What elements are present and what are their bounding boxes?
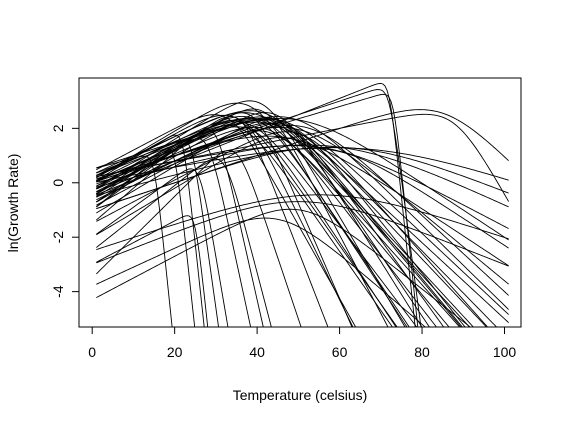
growth-curve-4 bbox=[96, 116, 329, 327]
x-tick-label: 100 bbox=[493, 344, 517, 360]
growth-curve-8 bbox=[96, 121, 509, 323]
growth-curve-44 bbox=[96, 134, 205, 327]
growth-curve-15 bbox=[96, 114, 357, 327]
y-tick-label: -2 bbox=[50, 231, 66, 244]
growth-curve-13 bbox=[96, 124, 509, 296]
x-tick-label: 20 bbox=[167, 344, 183, 360]
growth-curve-14 bbox=[96, 118, 445, 327]
x-axis-label: Temperature (celsius) bbox=[233, 387, 368, 403]
x-tick-label: 60 bbox=[332, 344, 348, 360]
growth-curve-33 bbox=[96, 117, 509, 241]
growth-curve-25 bbox=[96, 108, 389, 327]
growth-curve-50 bbox=[96, 215, 209, 327]
y-axis: -4 -2 0 2 bbox=[50, 124, 80, 298]
growth-curve-22 bbox=[96, 117, 437, 327]
growth-curve-6 bbox=[96, 121, 418, 327]
growth-curve-18 bbox=[96, 122, 430, 327]
growth-curve-55 bbox=[96, 113, 510, 202]
x-tick-label: 0 bbox=[88, 344, 96, 360]
growth-curve-19 bbox=[96, 112, 471, 327]
x-tick-label: 40 bbox=[249, 344, 265, 360]
growth-curve-21 bbox=[96, 102, 408, 327]
growth-curve-41 bbox=[96, 145, 509, 229]
growth-curve-27 bbox=[96, 116, 509, 310]
growth-curve-23 bbox=[96, 126, 397, 327]
growth-curve-52 bbox=[96, 150, 302, 327]
x-axis: 0 20 40 60 80 100 bbox=[88, 326, 517, 360]
growth-curve-39 bbox=[96, 217, 426, 327]
growth-curve-43 bbox=[96, 148, 196, 327]
growth-curve-47 bbox=[96, 129, 264, 327]
y-tick-label: -4 bbox=[50, 285, 66, 298]
growth-curve-57 bbox=[96, 93, 419, 327]
growth-curve-28 bbox=[96, 112, 423, 327]
growth-curve-56 bbox=[96, 109, 509, 210]
y-tick-label: 0 bbox=[50, 179, 66, 187]
growth-curve-46 bbox=[96, 168, 229, 327]
growth-curve-30 bbox=[96, 125, 393, 327]
growth-curve-31 bbox=[96, 131, 489, 327]
growth-curve-51 bbox=[96, 155, 173, 327]
curves-layer bbox=[96, 82, 510, 327]
y-axis-label: ln(Growth Rate) bbox=[5, 154, 21, 253]
x-tick-label: 80 bbox=[414, 344, 430, 360]
growth-curve-24 bbox=[96, 117, 509, 315]
growth-curve-48 bbox=[96, 138, 252, 327]
growth-curve-38 bbox=[96, 201, 509, 267]
growth-curve-32 bbox=[96, 136, 488, 327]
growth-curve-37 bbox=[96, 194, 509, 250]
growth-curve-49 bbox=[96, 158, 272, 327]
y-tick-label: 2 bbox=[50, 124, 66, 132]
growth-curve-45 bbox=[96, 140, 220, 327]
growth-curve-54 bbox=[96, 82, 416, 327]
